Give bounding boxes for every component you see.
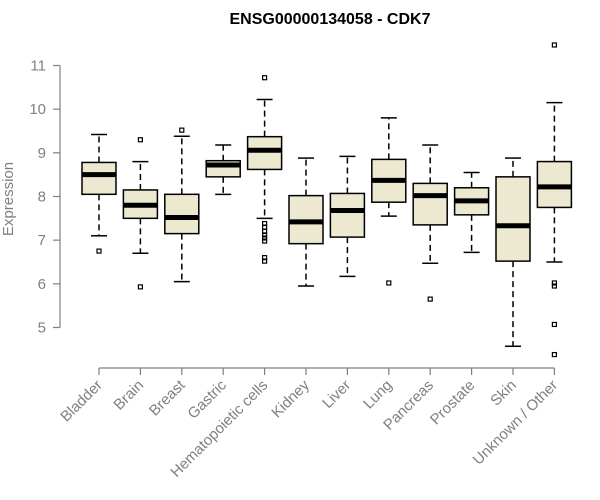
outlier-point — [386, 280, 392, 286]
box-group — [412, 144, 448, 302]
outlier-point — [262, 238, 268, 244]
box-group — [453, 171, 490, 254]
outlier-point — [262, 232, 268, 238]
box-body — [246, 135, 283, 171]
x-tick-label: Prostate — [427, 377, 479, 429]
x-tick-label: Brain — [110, 377, 147, 414]
outlier-point — [427, 296, 433, 302]
y-axis: 5 6 7 8 9 10 11 — [29, 58, 61, 337]
x-tick-label: Skin — [487, 377, 520, 410]
box-group — [122, 137, 159, 290]
x-tick-label: Kidney — [268, 376, 313, 421]
outlier-point — [262, 258, 268, 264]
box-group — [536, 42, 573, 358]
x-tick-label: Liver — [319, 377, 354, 412]
box-body — [495, 176, 531, 262]
box-group — [246, 75, 283, 264]
outlier-point — [179, 127, 185, 133]
outlier-point — [137, 137, 143, 143]
box-group — [371, 117, 407, 286]
box-body — [412, 182, 448, 226]
outlier-point — [551, 283, 558, 289]
x-tick-label: Breast — [146, 376, 189, 419]
box-body — [81, 161, 117, 196]
x-tick-label: Lung — [360, 377, 396, 413]
box-body — [164, 193, 200, 235]
box-group — [288, 157, 324, 287]
box-group — [164, 127, 200, 283]
outlier-point — [137, 284, 143, 290]
outlier-point — [551, 280, 558, 286]
y-tick-label: 7 — [38, 232, 46, 249]
y-tick-label: 11 — [30, 58, 46, 75]
box-series — [81, 42, 573, 358]
y-tick-label: 6 — [38, 276, 46, 293]
box-group — [329, 155, 366, 278]
outlier-point — [551, 321, 558, 328]
y-tick-label: 8 — [38, 189, 46, 206]
outlier-point — [551, 42, 558, 48]
x-tick-label: Bladder — [57, 377, 106, 426]
y-tick-label: 5 — [38, 320, 46, 337]
y-tick-label: 10 — [29, 101, 46, 118]
box-group — [81, 133, 117, 254]
outlier-point — [96, 248, 102, 254]
box-group — [205, 144, 241, 196]
y-tick-label: 9 — [38, 145, 46, 162]
y-axis-title: Expression — [0, 162, 17, 236]
outlier-point — [262, 75, 268, 81]
chart-title: ENSG00000134058 - CDK7 — [229, 11, 430, 28]
box-body — [329, 192, 366, 238]
outlier-point — [262, 235, 268, 241]
box-group — [495, 157, 531, 348]
outlier-point — [551, 351, 558, 358]
